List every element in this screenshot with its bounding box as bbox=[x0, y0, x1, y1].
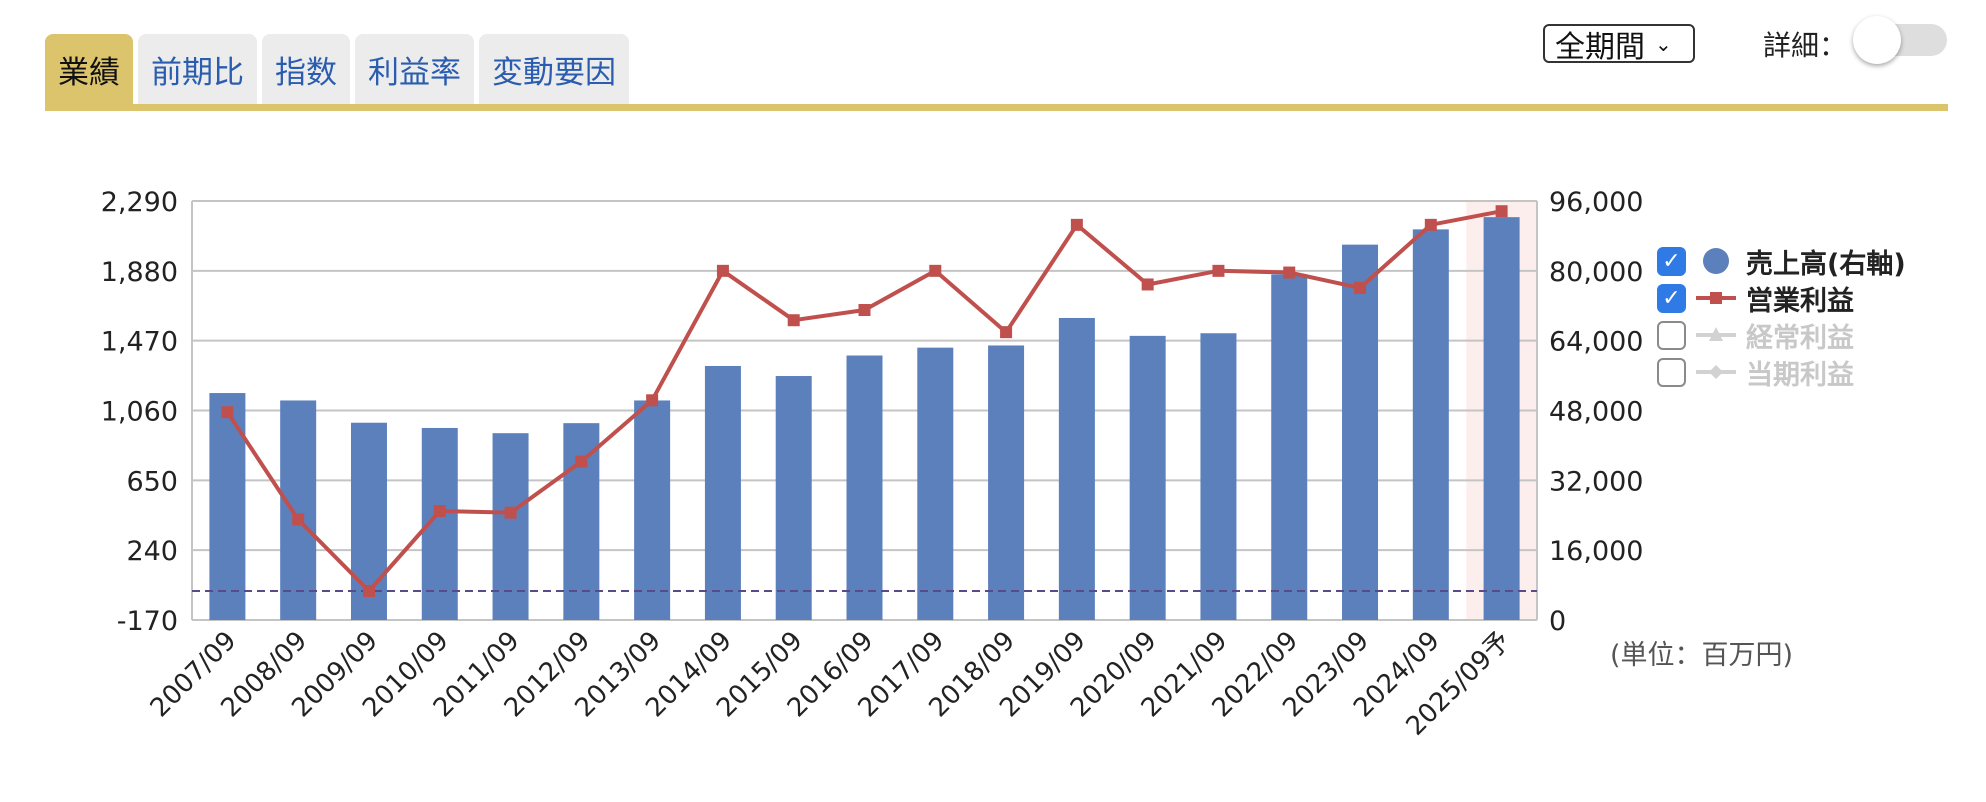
bar-sales bbox=[634, 400, 671, 620]
bar-sales bbox=[775, 376, 812, 620]
bar-sales bbox=[1058, 317, 1095, 620]
bar-sales bbox=[1129, 335, 1166, 620]
point-operating-profit bbox=[575, 455, 588, 468]
point-operating-profit bbox=[362, 585, 375, 598]
right-axis-tick-label: 16,000 bbox=[1549, 536, 1643, 567]
point-operating-profit bbox=[1283, 266, 1296, 279]
right-axis-tick-label: 96,000 bbox=[1549, 187, 1643, 218]
point-operating-profit bbox=[433, 504, 446, 517]
right-axis-tick-label: 64,000 bbox=[1549, 327, 1643, 358]
bar-sales bbox=[846, 355, 883, 620]
right-axis-tick-label: 48,000 bbox=[1549, 397, 1643, 428]
detail-label: 詳細： bbox=[1763, 29, 1848, 62]
tab-index[interactable]: 指数 bbox=[262, 34, 350, 104]
point-operating-profit bbox=[1212, 264, 1225, 277]
point-operating-profit bbox=[1354, 281, 1367, 294]
legend-label-net-profit: 当期利益 bbox=[1746, 359, 1854, 391]
left-axis-tick-label: 1,060 bbox=[101, 397, 178, 428]
point-operating-profit bbox=[1070, 218, 1083, 231]
right-axis-tick-label: 32,000 bbox=[1549, 466, 1643, 497]
legend-item-net-profit[interactable]: 当期利益 bbox=[1657, 356, 1854, 391]
left-axis-tick-label: -170 bbox=[117, 606, 178, 637]
tab-performance[interactable]: 業績 bbox=[45, 34, 133, 104]
period-select-value: 全期間 bbox=[1555, 29, 1645, 65]
bar-sales bbox=[1342, 244, 1379, 621]
chevron-down-icon: ⌄ bbox=[1655, 31, 1672, 56]
tab-year-over-year[interactable]: 前期比 bbox=[138, 34, 257, 104]
bar-sales bbox=[988, 345, 1025, 620]
point-operating-profit bbox=[1141, 278, 1154, 291]
legend-item-sales[interactable]: ✓ 売上高(右軸) bbox=[1657, 245, 1906, 280]
point-operating-profit bbox=[504, 506, 517, 519]
unit-note: (単位：百万円) bbox=[1610, 640, 1794, 671]
tab-change-factors[interactable]: 変動要因 bbox=[479, 34, 629, 104]
point-operating-profit bbox=[1495, 205, 1508, 218]
toggle-knob[interactable] bbox=[1853, 16, 1901, 64]
legend-checkbox-sales[interactable]: ✓ bbox=[1657, 246, 1686, 276]
legend-checkbox-operating-profit[interactable]: ✓ bbox=[1657, 283, 1686, 313]
bar-sales bbox=[280, 400, 317, 620]
tab-underline bbox=[45, 104, 1948, 111]
right-axis-tick-label: 0 bbox=[1549, 606, 1566, 637]
point-operating-profit bbox=[716, 264, 729, 277]
point-operating-profit bbox=[646, 394, 659, 407]
legend-checkbox-net-profit[interactable] bbox=[1657, 357, 1686, 387]
point-operating-profit bbox=[1424, 218, 1437, 231]
left-axis-tick-label: 2,290 bbox=[101, 187, 178, 218]
legend-label-ordinary-profit: 経常利益 bbox=[1746, 322, 1854, 354]
legend-item-ordinary-profit[interactable]: 経常利益 bbox=[1657, 319, 1854, 354]
line-triangle-marker-icon bbox=[1696, 327, 1736, 341]
bar-sales bbox=[1271, 274, 1308, 620]
period-select[interactable]: 全期間 ⌄ bbox=[1543, 24, 1695, 65]
point-operating-profit bbox=[292, 513, 305, 526]
legend-label-operating-profit: 営業利益 bbox=[1746, 285, 1854, 317]
bar-sales bbox=[704, 365, 741, 620]
legend-checkbox-ordinary-profit[interactable] bbox=[1657, 320, 1686, 350]
bar-sales bbox=[1483, 217, 1520, 620]
left-axis-tick-label: 240 bbox=[126, 536, 178, 567]
tab-profit-margin[interactable]: 利益率 bbox=[355, 34, 474, 104]
bar-sales bbox=[917, 347, 954, 620]
left-axis-tick-label: 650 bbox=[126, 466, 178, 497]
point-operating-profit bbox=[787, 314, 800, 327]
point-operating-profit bbox=[221, 406, 234, 419]
line-square-marker-icon bbox=[1696, 292, 1736, 304]
legend-label-sales: 売上高(右軸) bbox=[1746, 248, 1906, 280]
circle-marker-icon bbox=[1703, 248, 1729, 274]
right-axis-tick-label: 80,000 bbox=[1549, 257, 1643, 288]
left-axis-tick-label: 1,880 bbox=[101, 257, 178, 288]
bar-sales bbox=[1412, 229, 1449, 620]
detail-toggle[interactable] bbox=[1853, 16, 1947, 64]
line-diamond-marker-icon bbox=[1696, 365, 1736, 379]
left-axis-tick-label: 1,470 bbox=[101, 327, 178, 358]
bar-sales bbox=[1200, 333, 1237, 620]
legend-item-operating-profit[interactable]: ✓ 営業利益 bbox=[1657, 282, 1854, 317]
tab-bar: 業績 前期比 指数 利益率 変動要因 bbox=[45, 34, 629, 104]
point-operating-profit bbox=[858, 304, 871, 317]
point-operating-profit bbox=[929, 264, 942, 277]
bar-sales bbox=[209, 393, 246, 620]
point-operating-profit bbox=[1000, 326, 1013, 339]
bar-sales bbox=[492, 433, 529, 620]
